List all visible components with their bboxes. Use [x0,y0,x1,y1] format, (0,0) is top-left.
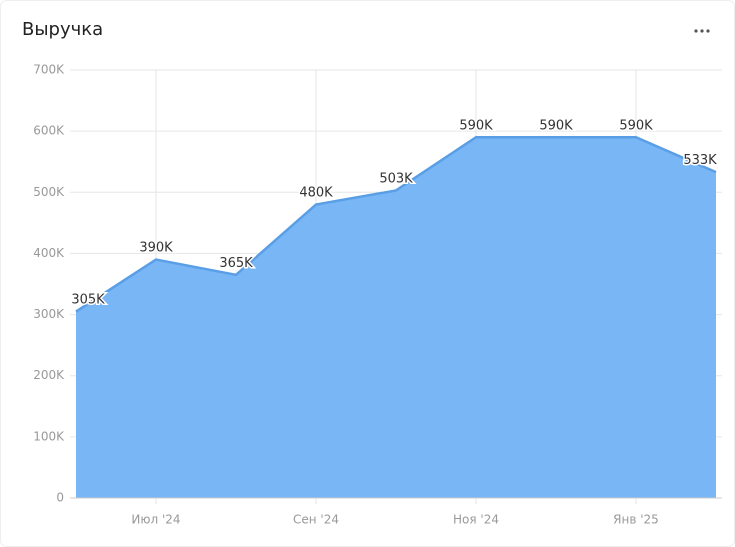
x-tick-label: Сен '24 [293,513,339,527]
data-label: 533K [683,153,717,168]
data-label: 590K [619,118,653,133]
y-tick-label: 100K [33,429,65,443]
y-tick-label: 500K [33,185,65,199]
data-label: 480K [299,186,333,201]
data-label: 503K [379,171,413,186]
x-tick-label: Июл '24 [131,513,180,527]
menu-dot [706,29,710,33]
menu-button[interactable] [694,29,710,33]
data-label: 305K [71,293,105,308]
y-tick-label: 600K [33,124,65,138]
x-tick-label: Янв '25 [613,513,659,527]
menu-dot [700,29,704,33]
data-label: 390K [139,241,173,256]
y-tick-label: 400K [33,246,65,260]
area-line [75,136,717,313]
y-tick-label: 200K [33,368,65,382]
y-tick-label: 300K [33,307,65,321]
data-label: 365K [219,256,253,271]
data-label: 590K [539,118,573,133]
area [76,137,716,498]
data-label: 590K [459,118,493,133]
y-tick-label: 0 [56,491,64,505]
chart-title: Выручка [22,19,103,40]
menu-dot [694,29,698,33]
x-tick-label: Ноя '24 [453,513,499,527]
y-tick-label: 700K [33,63,65,77]
